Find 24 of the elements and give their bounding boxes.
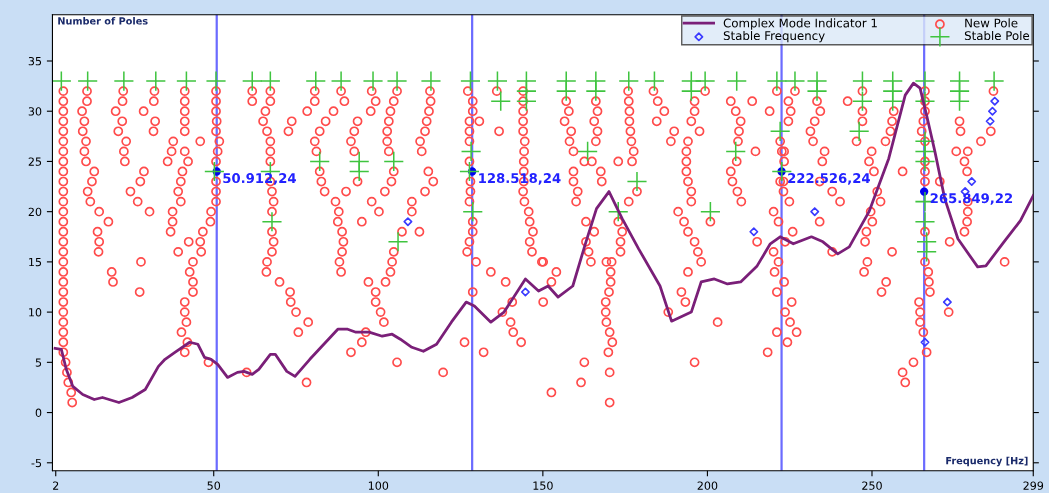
x-tick-label: 50 [207,481,221,490]
y-tick-label: 25 [28,157,42,166]
x-tick-label: 150 [533,481,553,490]
y-tick-label: 10 [29,308,42,317]
y-tick-label: 35 [28,56,42,66]
y-tick-label: 15 [29,258,42,267]
x-tick-label: 200 [697,481,718,490]
annotation: 222.526,24 [788,173,870,185]
legend-label: Complex Mode Indicator 1 [723,18,877,30]
y-tick-label: -5 [31,458,42,468]
annotation: 128.518,24 [479,173,561,185]
y-tick-label: 0 [35,408,42,417]
x-tick-label: 250 [862,481,882,490]
y-axis-title: Number of Poles [58,17,148,25]
x-tick-label: 2 [53,481,59,490]
x-axis-title: Frequency [Hz] [946,456,1028,467]
x-tick-label: 299 [1023,481,1044,490]
y-tick-label: 30 [28,107,42,116]
y-tick-label: 5 [35,358,42,367]
x-tick-label: 100 [368,481,389,490]
legend-label: New Pole [965,18,1018,28]
y-tick-label: 20 [28,207,42,217]
legend-label: Stable Pole [964,30,1030,41]
legend-label: Stable Frequency [723,30,825,43]
